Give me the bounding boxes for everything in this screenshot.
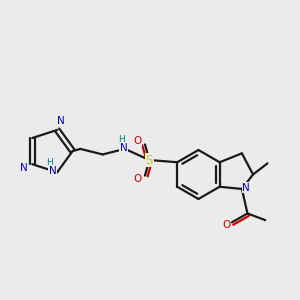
Text: O: O bbox=[133, 136, 141, 146]
Text: O: O bbox=[133, 174, 141, 184]
Text: N: N bbox=[20, 163, 27, 172]
Text: O: O bbox=[222, 220, 230, 230]
Text: N: N bbox=[57, 116, 64, 126]
Text: H: H bbox=[118, 136, 125, 145]
Text: N: N bbox=[49, 166, 57, 176]
Text: S: S bbox=[146, 154, 153, 166]
Text: N: N bbox=[120, 143, 128, 153]
Text: H: H bbox=[46, 158, 53, 167]
Text: N: N bbox=[242, 183, 250, 193]
